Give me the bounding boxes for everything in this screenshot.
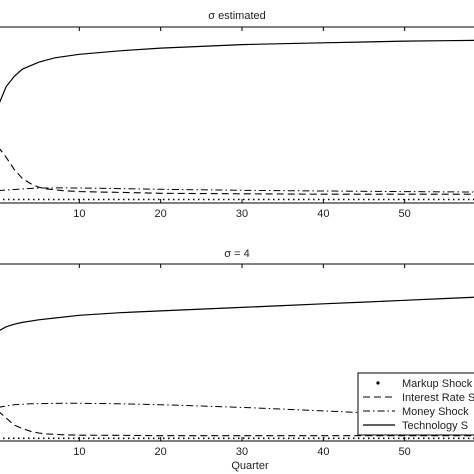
x-tick-label: 10 (73, 208, 85, 220)
legend-marker (376, 381, 380, 385)
x-tick-label: 50 (399, 208, 411, 220)
legend-label: Markup Shock (402, 378, 473, 390)
bottom-chart-xlabel: Quarter (231, 460, 269, 472)
series-line-technology-shock (0, 39, 474, 103)
x-tick-label: 20 (155, 446, 167, 458)
top-chart-title: σ estimated (208, 10, 266, 22)
legend: Markup Shock Interest Rate S Money Shock Te… (357, 372, 474, 436)
x-tick-label: 50 (399, 446, 411, 458)
top-chart-panel: σ estimated 10 20 30 40 50 (0, 10, 474, 220)
x-tick-label: 10 (73, 446, 85, 458)
x-tick-label: 30 (236, 208, 248, 220)
legend-label: Interest Rate S (402, 392, 474, 404)
series-line-interest-rate-shock (0, 148, 474, 195)
legend-label: Money Shock (402, 406, 469, 418)
series-line-technology-shock (0, 296, 474, 331)
x-tick-label: 40 (317, 208, 329, 220)
legend-label: Technology S (402, 420, 468, 432)
series-line-interest-rate-shock (0, 411, 474, 437)
bottom-chart-panel: σ = 4 Quarter 10 20 30 40 50 Markup Shock Inte… (0, 248, 474, 472)
x-tick-label: 20 (155, 208, 167, 220)
series-line-money-shock (0, 187, 474, 193)
x-tick-label: 30 (236, 446, 248, 458)
x-tick-label: 40 (317, 446, 329, 458)
bottom-chart-title: σ = 4 (224, 248, 249, 260)
plot-frame-0 (0, 26, 474, 204)
